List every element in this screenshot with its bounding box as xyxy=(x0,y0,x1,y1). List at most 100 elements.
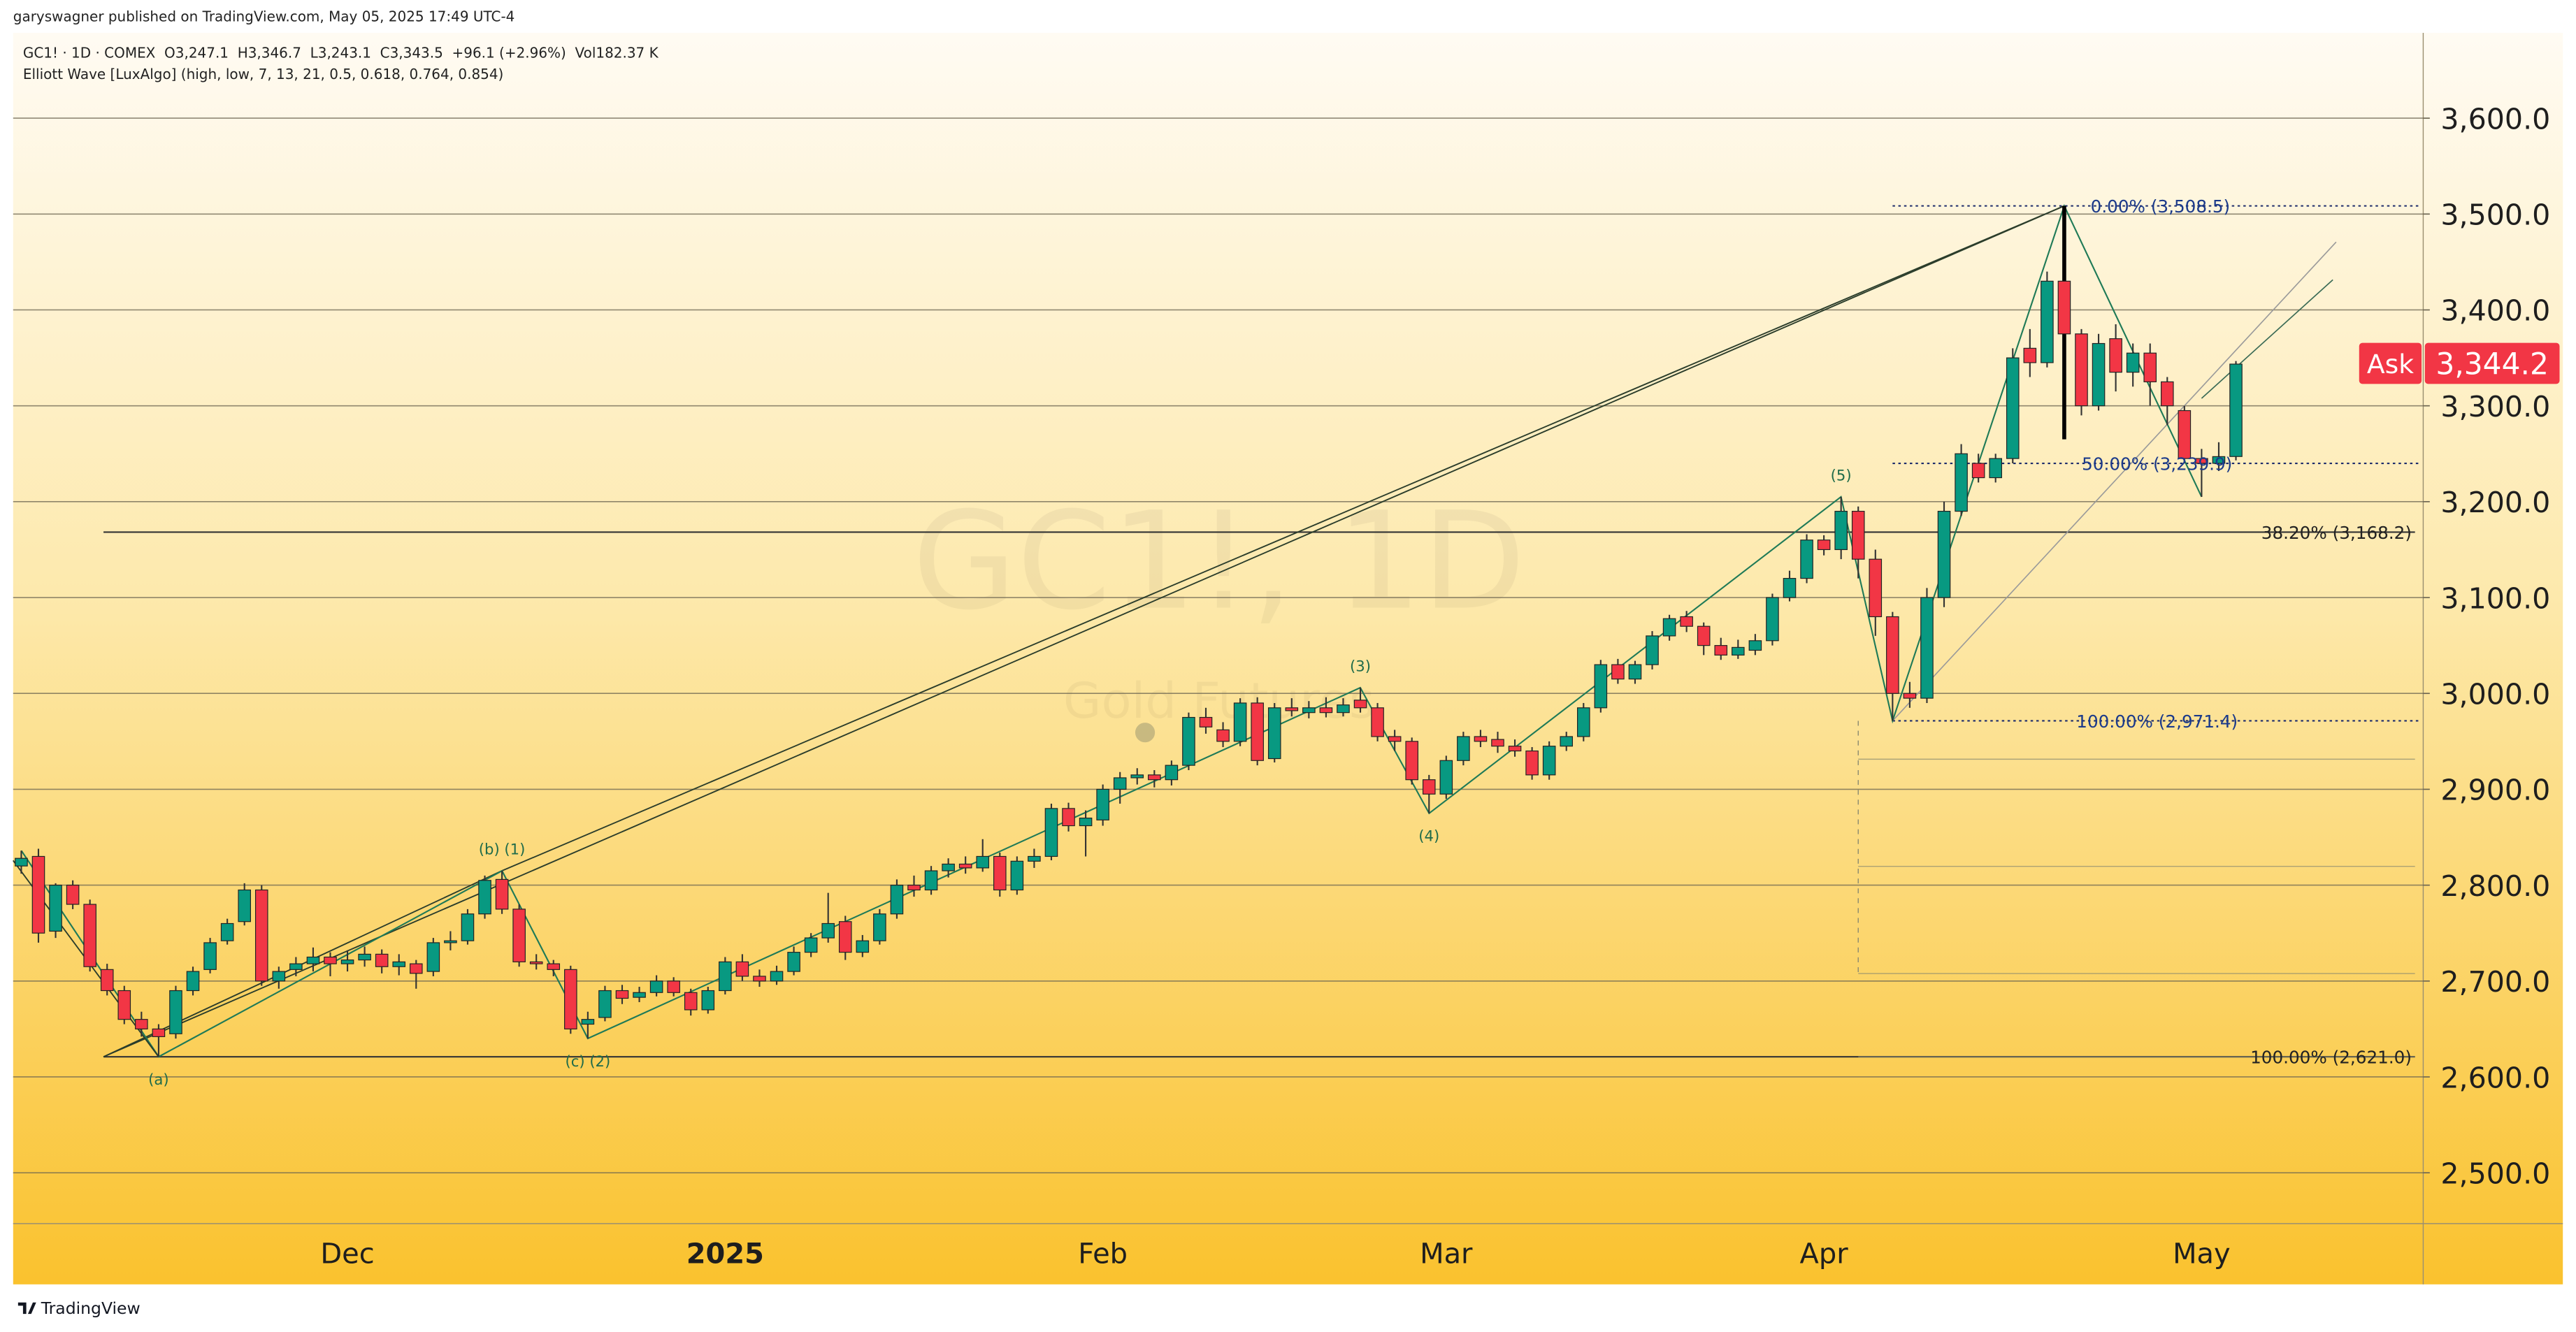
candle-body xyxy=(719,961,732,992)
candle-body xyxy=(1457,736,1470,761)
x-tick-label: May xyxy=(2173,1238,2231,1270)
y-tick-label: 3,500.0 xyxy=(2440,198,2550,232)
y-tick-label: 2,900.0 xyxy=(2440,774,2550,807)
candle-body xyxy=(186,971,200,992)
candle-body xyxy=(547,963,561,970)
candle-body xyxy=(1542,746,1556,776)
candle-body xyxy=(2229,363,2243,457)
candle-body xyxy=(804,937,818,953)
candle-body xyxy=(100,969,114,992)
candle-body xyxy=(1732,646,1745,656)
candle-body xyxy=(2109,338,2122,373)
candle-body xyxy=(993,855,1007,891)
candle-body xyxy=(1353,700,1367,709)
candle-body xyxy=(1337,704,1350,714)
y-tick-label: 2,800.0 xyxy=(2440,869,2550,903)
x-tick-label: Feb xyxy=(1078,1238,1128,1270)
candle-body xyxy=(1817,540,1831,551)
candle-body xyxy=(958,863,972,869)
candle-body xyxy=(238,889,251,922)
candle-body xyxy=(1371,707,1384,737)
candle-body xyxy=(220,922,234,941)
y-tick-label: 3,000.0 xyxy=(2440,678,2550,711)
y-tick-label: 2,700.0 xyxy=(2440,965,2550,999)
candle-body xyxy=(15,857,28,867)
y-tick-label: 3,300.0 xyxy=(2440,390,2550,424)
candle-body xyxy=(1577,707,1590,737)
candle-body xyxy=(83,904,96,967)
candle-body xyxy=(426,942,440,972)
candle-body xyxy=(1646,635,1659,665)
x-tick-label: Dec xyxy=(320,1238,374,1270)
candle-body xyxy=(942,863,955,871)
candle-body xyxy=(2075,333,2088,407)
candle-body xyxy=(856,940,870,953)
candle-body xyxy=(1113,777,1127,790)
candle-body xyxy=(49,885,62,932)
candle-body xyxy=(461,913,475,941)
candle-body xyxy=(2161,381,2174,407)
candle-body xyxy=(2006,357,2020,459)
wave-label: (a) xyxy=(148,1071,168,1088)
candle-body xyxy=(2143,352,2157,382)
wave-label: (c) (2) xyxy=(565,1052,610,1070)
candle-body xyxy=(410,963,423,974)
candle-body xyxy=(1130,774,1144,779)
x-tick-label: Apr xyxy=(1800,1238,1849,1270)
candle-body xyxy=(1869,558,1883,618)
candle-body xyxy=(1800,540,1813,579)
candle-body xyxy=(529,961,543,964)
candle-body xyxy=(66,885,80,905)
price-tag xyxy=(2424,342,2560,384)
fib-label: 100.00% (2,971.4) xyxy=(2076,711,2238,732)
ask-tag xyxy=(2359,342,2422,384)
candle-body xyxy=(375,953,389,967)
candle-body xyxy=(1560,736,1574,747)
watermark-symbol: GC1!, 1D xyxy=(912,484,1525,640)
trend-extension xyxy=(1892,241,2337,722)
candle-body xyxy=(2195,458,2208,464)
candle-body xyxy=(1886,616,1899,694)
candle-body xyxy=(2023,347,2037,363)
candle-body xyxy=(1903,693,1917,699)
candle-body xyxy=(838,921,852,953)
candle-body xyxy=(821,922,835,939)
wave-label: (4) xyxy=(1418,827,1439,845)
candle-body xyxy=(1766,597,1779,642)
candle-body xyxy=(1199,716,1213,727)
candle-body xyxy=(1474,736,1488,742)
candle-body xyxy=(701,990,715,1011)
candle-body xyxy=(254,889,268,982)
candle-body xyxy=(1422,779,1436,795)
candle-body xyxy=(272,971,286,982)
candle-body xyxy=(1594,664,1608,709)
candle-body xyxy=(976,855,990,869)
y-tick-label: 3,200.0 xyxy=(2440,486,2550,519)
symbol-info: GC1! · 1D · COMEX O3,247.1 H3,346.7 L3,2… xyxy=(23,44,659,61)
candle-body xyxy=(1662,618,1676,637)
candle-body xyxy=(478,880,491,915)
indicator-info: Elliott Wave [LuxAlgo] (high, low, 7, 13… xyxy=(23,66,503,82)
y-tick-label: 2,500.0 xyxy=(2440,1157,2550,1190)
trend-line xyxy=(103,205,2065,1058)
candle-body xyxy=(1010,860,1024,891)
candle-body xyxy=(2126,352,2140,373)
candle-body xyxy=(1937,510,1951,598)
candle-body xyxy=(203,942,217,970)
candle-body xyxy=(1388,736,1402,742)
wave-label: (5) xyxy=(1831,466,1852,484)
y-tick-label: 2,600.0 xyxy=(2440,1061,2550,1094)
candle-body xyxy=(1680,616,1693,627)
ask-price: 3,344.2 xyxy=(2435,347,2548,381)
candle-body xyxy=(873,913,886,941)
candle-body xyxy=(444,940,457,943)
candle-body xyxy=(512,908,526,962)
footer-brand: TradingView xyxy=(41,1298,141,1318)
candle-body xyxy=(1989,458,2002,479)
candle-body xyxy=(1044,808,1058,857)
candle-body xyxy=(2041,280,2054,363)
candle-body xyxy=(1491,739,1504,747)
candle-body xyxy=(1267,707,1281,760)
x-tick-label: 2025 xyxy=(686,1238,764,1270)
candle-body xyxy=(340,960,354,964)
